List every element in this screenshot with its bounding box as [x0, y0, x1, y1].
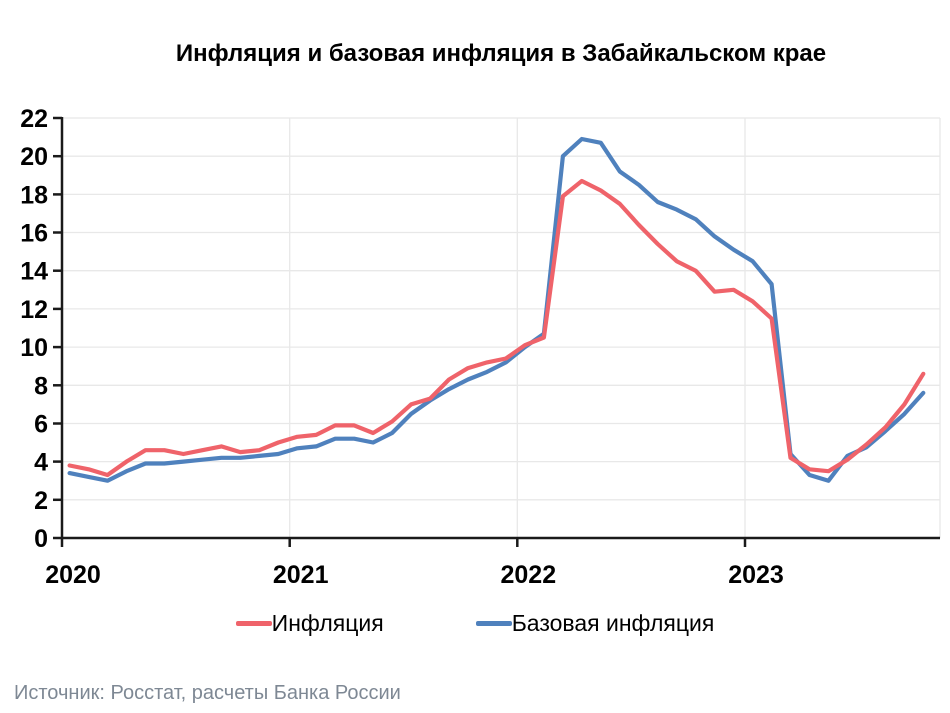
y-tick-label: 14: [20, 258, 48, 286]
x-tick-label: 2023: [728, 561, 784, 589]
x-tick-label: 2021: [273, 561, 329, 589]
legend-item-core-inflation: Базовая инфляция: [475, 610, 715, 636]
y-tick-label: 16: [20, 220, 48, 248]
x-tick-label: 2020: [45, 561, 101, 589]
y-tick-label: 4: [34, 449, 48, 477]
series-line-inflation: [67, 178, 926, 478]
source-note: Источник: Росстат, расчеты Банка России: [14, 682, 401, 704]
y-tick-label: 22: [20, 105, 48, 133]
chart-title: Инфляция и базовая инфляция в Забайкальс…: [175, 40, 827, 67]
y-tick-label: 20: [20, 143, 48, 171]
legend-swatch-core-inflation: [475, 621, 512, 626]
y-tick-label: 0: [34, 525, 48, 553]
legend-label-inflation: Инфляция: [271, 610, 384, 636]
legend-label-core-inflation: Базовая инфляция: [511, 610, 715, 636]
series-line-core-inflation: [67, 136, 926, 483]
y-tick-label: 12: [20, 296, 48, 324]
y-tick-label: 18: [20, 181, 48, 209]
chart-legend: Инфляция Базовая инфляция: [0, 612, 950, 635]
legend-swatch-inflation: [235, 621, 272, 626]
y-tick-label: 10: [20, 334, 48, 362]
y-tick-label: 6: [34, 411, 48, 439]
y-tick-label: 8: [34, 372, 48, 400]
legend-item-inflation: Инфляция: [235, 610, 384, 636]
y-tick-label: 2: [34, 487, 48, 515]
x-tick-label: 2022: [500, 561, 556, 589]
